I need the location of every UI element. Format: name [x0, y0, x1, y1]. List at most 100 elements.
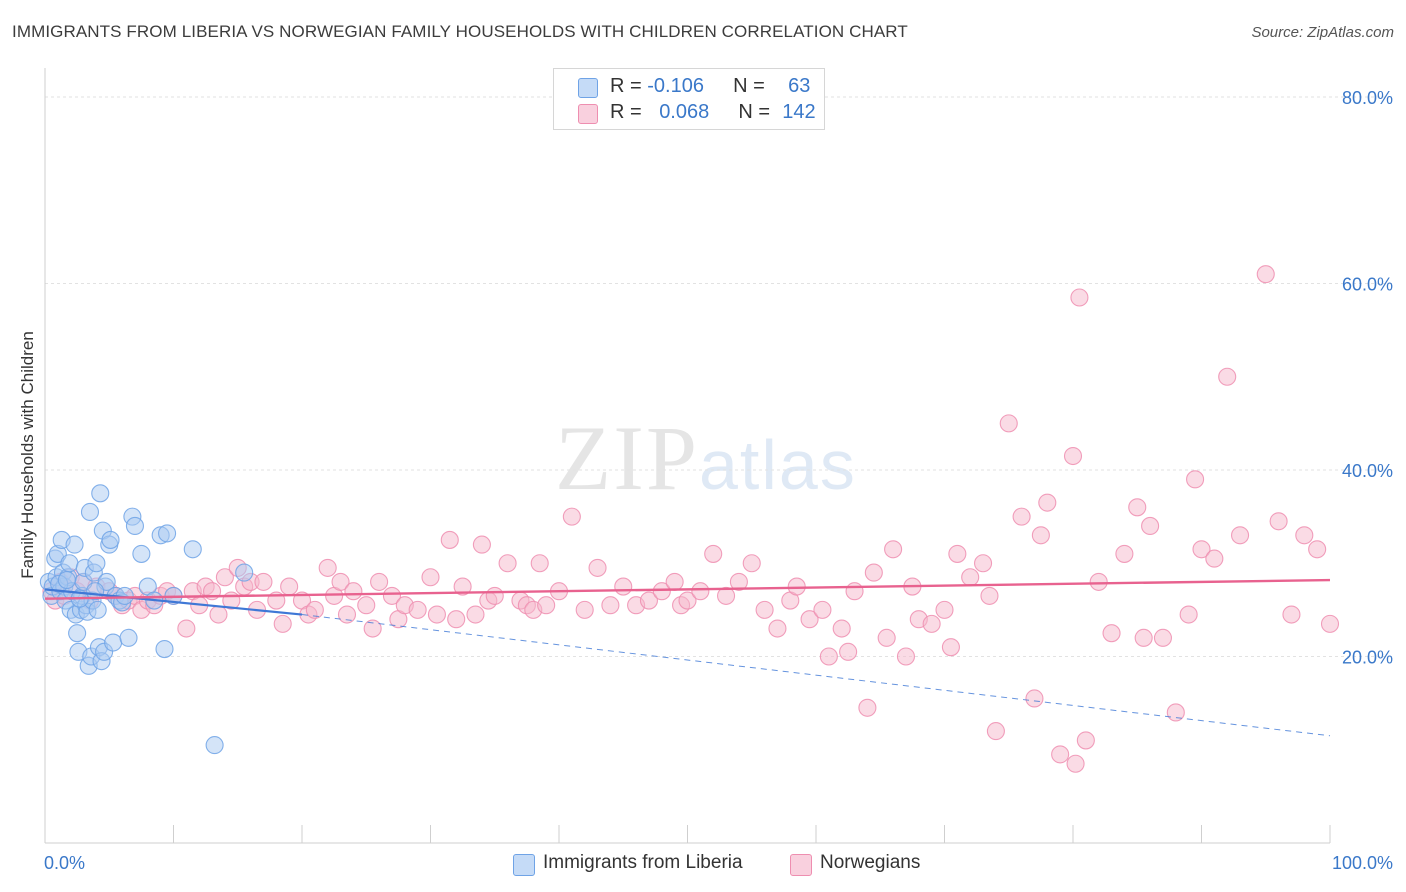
point-liberia: [183, 540, 202, 559]
point-norwegian: [652, 582, 671, 601]
point-norwegian: [1012, 507, 1031, 526]
point-norwegian: [1102, 624, 1121, 643]
point-norwegian: [254, 572, 273, 591]
point-norwegian: [1179, 605, 1198, 624]
point-norwegian: [1063, 446, 1083, 466]
point-norwegian: [832, 619, 851, 638]
point-norwegian: [729, 572, 748, 591]
point-norwegian: [485, 586, 504, 605]
point-norwegian: [440, 530, 459, 549]
y-tick-label: 40.0%: [1342, 461, 1393, 481]
point-norwegian: [421, 568, 440, 587]
point-norwegian: [678, 591, 697, 610]
point-norwegian: [1282, 605, 1301, 624]
watermark-zip: ZIP: [555, 407, 699, 509]
point-liberia: [101, 530, 120, 549]
point-norwegian: [1141, 516, 1160, 536]
point-norwegian: [215, 568, 234, 587]
legend-swatch-norwegians: [578, 104, 598, 124]
point-norwegian: [1218, 367, 1237, 386]
point-norwegian: [447, 610, 466, 629]
legend-r-label: R =: [610, 75, 648, 97]
watermark-atlas: atlas: [699, 426, 857, 504]
point-norwegian: [588, 558, 607, 577]
point-norwegian: [819, 647, 838, 666]
point-norwegian: [209, 605, 228, 624]
point-norwegian: [1066, 754, 1085, 773]
point-norwegian: [896, 647, 916, 666]
point-liberia: [87, 554, 106, 573]
point-liberia: [60, 554, 79, 573]
point-norwegian: [980, 586, 999, 605]
point-norwegian: [331, 572, 350, 591]
point-norwegian: [363, 619, 382, 638]
point-norwegian: [1051, 745, 1070, 764]
axes: [44, 68, 1331, 844]
y-tick-label: 60.0%: [1342, 275, 1393, 295]
point-norwegian: [1134, 628, 1153, 647]
point-norwegian: [382, 586, 402, 605]
point-norwegian: [716, 586, 736, 605]
correlation-legend: R = -0.106 N = 63 R = 0.068 N = 142: [553, 68, 825, 130]
point-norwegian: [318, 558, 337, 577]
point-norwegian: [466, 605, 485, 624]
point-norwegian: [370, 572, 389, 591]
point-norwegian: [498, 554, 517, 573]
point-norwegian: [357, 596, 376, 615]
point-norwegian: [877, 628, 896, 647]
legend-swatch-liberia: [578, 78, 598, 98]
series-legend: Immigrants from Liberia Norwegians: [0, 852, 1406, 878]
point-norwegian: [845, 582, 864, 601]
point-norwegian: [562, 507, 581, 526]
point-liberia: [235, 563, 254, 582]
point-norwegian: [344, 582, 363, 601]
point-norwegian: [858, 698, 877, 717]
legend-n-label: N =: [738, 101, 776, 123]
point-norwegian: [1166, 703, 1185, 722]
point-norwegian: [601, 596, 620, 615]
y-tick-label: 20.0%: [1342, 648, 1393, 668]
point-norwegian: [537, 596, 556, 615]
legend-n-value: 63: [788, 75, 811, 97]
point-norwegian: [427, 605, 446, 624]
point-norwegian: [1256, 265, 1275, 284]
point-norwegian: [800, 610, 819, 629]
legend-r-value: -0.106: [647, 75, 704, 97]
point-norwegian: [665, 572, 684, 591]
point-norwegian: [948, 544, 967, 563]
point-norwegian: [1231, 526, 1250, 545]
point-norwegian: [280, 577, 299, 596]
point-norwegian: [961, 568, 980, 587]
point-norwegian: [1089, 572, 1108, 591]
tick-labels: 20.0% 40.0% 60.0% 80.0% 0.0% 100.0%: [44, 88, 1393, 873]
point-norwegian: [1038, 493, 1057, 512]
point-norwegian: [305, 600, 324, 619]
point-norwegian: [177, 619, 196, 638]
point-liberia: [125, 516, 144, 536]
point-norwegian: [999, 414, 1018, 433]
point-norwegian: [768, 619, 787, 638]
point-liberia: [57, 570, 76, 590]
point-norwegian: [530, 554, 549, 573]
point-liberia: [88, 600, 107, 619]
point-norwegian: [1308, 540, 1327, 559]
point-liberia: [80, 502, 100, 522]
point-norwegian: [408, 600, 427, 619]
point-norwegian: [1205, 549, 1224, 568]
legend-swatch-norwegians: [790, 854, 812, 876]
point-norwegian: [839, 642, 858, 661]
point-liberia: [104, 633, 123, 652]
point-norwegian: [1320, 614, 1340, 633]
legend-n-label: N =: [733, 75, 771, 97]
point-liberia: [155, 639, 174, 659]
point-norwegian: [884, 540, 903, 559]
point-norwegian: [755, 600, 774, 619]
legend-n-value: 142: [782, 101, 816, 123]
point-norwegian: [614, 577, 633, 596]
legend-label-norwegians: Norwegians: [820, 852, 921, 873]
source-credit: Source: ZipAtlas.com: [1251, 24, 1394, 41]
trend-line-liberia-extrapolated: [301, 614, 1331, 737]
point-norwegian: [1025, 689, 1044, 708]
point-norwegian: [1128, 498, 1147, 517]
